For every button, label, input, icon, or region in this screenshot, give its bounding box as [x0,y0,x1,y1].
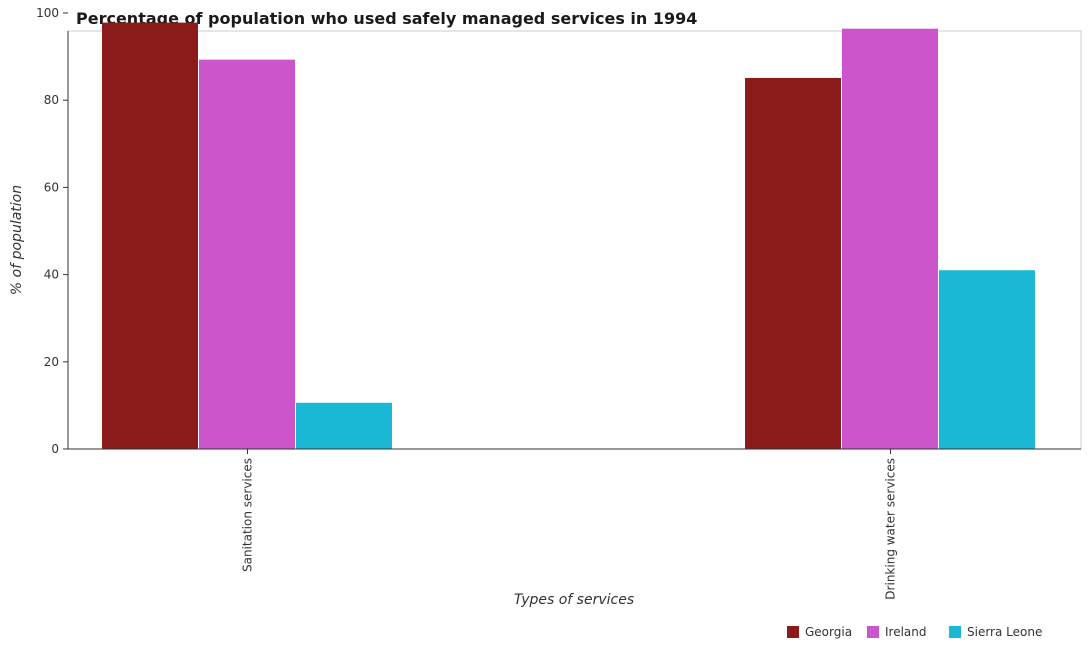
bar-georgia-1 [102,22,198,449]
chart-title: Percentage of population who used safely… [76,9,697,28]
legend-label: Sierra Leone [967,625,1042,639]
y-axis-label: % of population [9,185,25,295]
legend-swatch [867,626,879,638]
x-tick-label: Drinking water services [884,458,898,600]
bar-georgia-2 [745,77,841,450]
y-tick-label: 100 [36,6,59,20]
legend-label: Georgia [805,625,852,639]
x-axis: Sanitation services Drinking water servic… [68,448,1081,600]
x-tick-label: Sanitation services [241,458,255,572]
legend-swatch [949,626,961,638]
legend: Georgia Ireland Sierra Leone [787,625,1042,639]
y-tick-label: 60 [44,180,59,194]
y-tick-label: 80 [44,93,59,107]
legend-label: Ireland [885,625,927,639]
legend-swatch [787,626,799,638]
y-tick-label: 20 [44,355,59,369]
bars-group [102,22,1035,450]
y-axis: 0 20 40 60 80 100 [36,6,69,456]
bar-sierra-leone-1 [296,402,392,449]
y-tick-label: 40 [44,268,59,282]
bar-ireland-1 [199,59,295,449]
x-axis-label: Types of services [514,592,634,608]
y-tick-label: 0 [51,442,59,456]
bar-ireland-2 [842,28,938,450]
bar-sierra-leone-2 [939,270,1035,449]
